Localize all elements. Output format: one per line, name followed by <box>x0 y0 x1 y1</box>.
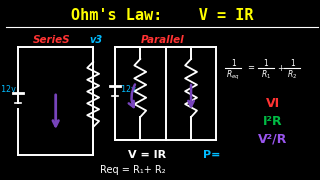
Text: V = IR: V = IR <box>128 150 166 160</box>
Text: 1: 1 <box>290 58 295 68</box>
Text: $R_2$: $R_2$ <box>287 69 298 81</box>
Text: $R_1$: $R_1$ <box>261 69 271 81</box>
Text: Ohm's Law:    V = IR: Ohm's Law: V = IR <box>71 8 253 22</box>
Text: =: = <box>247 64 254 73</box>
Text: Parallel: Parallel <box>140 35 184 45</box>
Text: I²R: I²R <box>263 114 283 127</box>
Text: Req = R₁+ R₂: Req = R₁+ R₂ <box>100 165 165 175</box>
Text: 12v: 12v <box>121 85 136 94</box>
Text: v3: v3 <box>90 35 103 45</box>
Text: P=: P= <box>203 150 220 160</box>
Text: VI: VI <box>266 96 280 109</box>
Text: 1: 1 <box>263 58 268 68</box>
Text: 1: 1 <box>231 58 236 68</box>
Text: +: + <box>277 64 284 73</box>
Text: V²/R: V²/R <box>258 132 287 145</box>
Text: $R_{eq}$: $R_{eq}$ <box>226 68 240 82</box>
Text: SerieS: SerieS <box>33 35 70 45</box>
Text: 12v: 12v <box>1 84 16 93</box>
